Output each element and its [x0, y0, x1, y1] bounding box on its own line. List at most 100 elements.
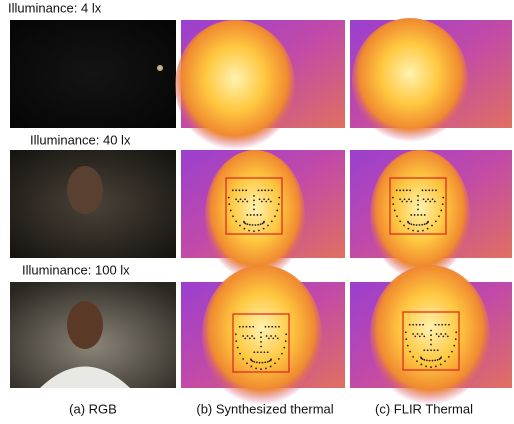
- landmark: [451, 351, 453, 353]
- landmark: [435, 324, 437, 326]
- landmark: [275, 326, 277, 328]
- landmark: [422, 358, 424, 360]
- landmark: [257, 224, 259, 226]
- row-label: Illuminance: 100 lx: [22, 262, 130, 277]
- landmark: [431, 225, 433, 227]
- landmark: [427, 228, 429, 230]
- landmark: [253, 204, 255, 206]
- landmark: [435, 189, 437, 191]
- landmark: [409, 324, 411, 326]
- landmark: [423, 349, 425, 351]
- landmark: [256, 362, 258, 364]
- landmark: [427, 221, 429, 223]
- landmark: [441, 324, 443, 326]
- landmark: [406, 189, 408, 191]
- landmark: [417, 204, 419, 206]
- landmark: [403, 225, 405, 227]
- landmark: [410, 214, 412, 216]
- landmark: [455, 338, 457, 340]
- landmark: [278, 326, 280, 328]
- landmark: [392, 203, 394, 205]
- landmark: [448, 324, 450, 326]
- landmark: [266, 335, 268, 337]
- landmark: [264, 189, 266, 191]
- landmark: [277, 337, 279, 339]
- landmark: [267, 351, 269, 353]
- landmark: [256, 214, 258, 216]
- caption: (b) Synthesized thermal: [196, 401, 333, 416]
- landmark: [243, 228, 245, 230]
- landmark: [263, 351, 265, 353]
- landmark: [420, 214, 422, 216]
- landmark: [392, 197, 394, 199]
- landmark: [401, 201, 403, 203]
- landmark: [430, 349, 432, 351]
- landmark: [253, 195, 255, 197]
- landmark: [260, 368, 262, 370]
- landmark: [416, 360, 418, 362]
- landmark: [253, 361, 255, 363]
- landmark: [416, 324, 418, 326]
- landmark: [409, 189, 411, 191]
- landmark: [405, 331, 407, 333]
- landmark: [260, 351, 262, 353]
- landmark: [445, 333, 447, 335]
- landmark: [271, 189, 273, 191]
- landmark: [228, 203, 230, 205]
- landmark: [272, 337, 274, 339]
- landmark: [245, 223, 247, 225]
- landmark: [434, 360, 436, 362]
- landmark: [430, 330, 432, 332]
- landmark: [263, 221, 265, 223]
- landmark: [260, 336, 262, 338]
- landmark: [235, 198, 237, 200]
- landmark: [271, 326, 273, 328]
- landmark: [232, 215, 234, 217]
- landmark: [405, 338, 407, 340]
- landmark: [437, 349, 439, 351]
- landmark: [249, 326, 251, 328]
- landmark: [255, 368, 257, 370]
- landmark: [245, 189, 247, 191]
- landmark: [246, 362, 248, 364]
- landmark: [253, 214, 255, 216]
- landmark: [261, 189, 263, 191]
- landmark: [420, 364, 422, 366]
- landmark: [432, 198, 434, 200]
- landmark: [417, 208, 419, 210]
- landmark: [453, 345, 455, 347]
- landmark: [253, 351, 255, 353]
- landmark: [239, 353, 241, 355]
- landmark: [427, 349, 429, 351]
- landmark: [422, 324, 424, 326]
- landmark: [425, 189, 427, 191]
- landmark: [258, 230, 260, 232]
- landmark: [274, 362, 276, 364]
- landmark: [235, 220, 237, 222]
- landmark: [429, 201, 431, 203]
- landmark: [237, 201, 239, 203]
- landmark: [422, 230, 424, 232]
- landmark: [422, 189, 424, 191]
- landmark: [413, 224, 415, 226]
- landmark: [437, 359, 439, 361]
- landmark: [404, 198, 406, 200]
- landmark: [255, 224, 257, 226]
- landmark: [440, 356, 442, 358]
- landmark: [430, 339, 432, 341]
- landmark: [260, 214, 262, 216]
- landmark: [396, 189, 398, 191]
- landmark: [407, 345, 409, 347]
- landmark: [285, 340, 287, 342]
- landmark: [425, 366, 427, 368]
- landmark: [275, 335, 277, 337]
- row-label: Illuminance: 4 lx: [8, 0, 102, 15]
- landmark: [253, 200, 255, 202]
- landmark: [424, 223, 426, 225]
- landmark: [426, 360, 428, 362]
- landmark: [424, 214, 426, 216]
- landmark: [430, 366, 432, 368]
- landmark: [276, 210, 278, 212]
- landmark: [252, 326, 254, 328]
- landmark: [242, 326, 244, 328]
